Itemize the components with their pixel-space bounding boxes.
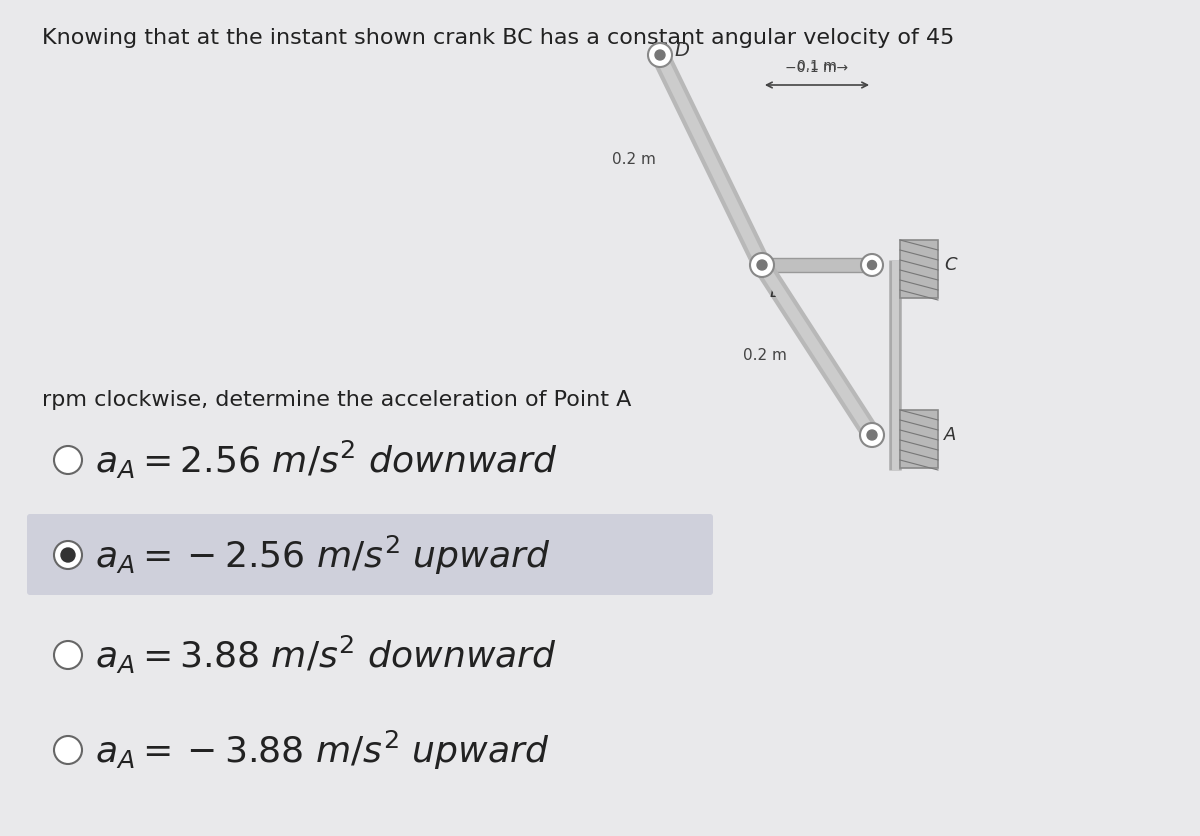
Text: C: C [944,256,956,274]
Bar [900,410,938,468]
Text: $a_A = 3.88\ m/s^2\ \mathit{downward}$: $a_A = 3.88\ m/s^2\ \mathit{downward}$ [95,634,557,676]
Text: Knowing that at the instant shown crank BC has a constant angular velocity of 45: Knowing that at the instant shown crank … [42,28,954,48]
Text: D: D [674,42,689,60]
Circle shape [54,641,82,669]
Text: B: B [770,283,782,301]
Circle shape [860,423,884,447]
Text: $a_A = -2.56\ m/s^2\ \mathit{upward}$: $a_A = -2.56\ m/s^2\ \mathit{upward}$ [95,533,551,577]
Text: −0.1 m→: −0.1 m→ [786,61,848,75]
Circle shape [61,548,74,562]
Bar [762,258,872,272]
Circle shape [655,50,665,60]
Circle shape [866,430,877,440]
Circle shape [750,253,774,277]
Text: 0.2 m: 0.2 m [612,152,656,167]
Circle shape [54,736,82,764]
Text: $a_A = -3.88\ m/s^2\ \mathit{upward}$: $a_A = -3.88\ m/s^2\ \mathit{upward}$ [95,728,550,772]
Circle shape [757,260,767,270]
FancyBboxPatch shape [28,514,713,595]
Text: $a_A = 2.56\ m/s^2\ \mathit{downward}$: $a_A = 2.56\ m/s^2\ \mathit{downward}$ [95,439,558,481]
Text: 0.2 m: 0.2 m [743,348,787,363]
Circle shape [54,446,82,474]
Circle shape [54,541,82,569]
Bar [900,240,938,298]
Text: rpm clockwise, determine the acceleration of Point A: rpm clockwise, determine the acceleratio… [42,390,631,410]
Text: 0.1 m: 0.1 m [797,59,836,73]
Text: A: A [944,426,956,444]
Circle shape [868,261,876,269]
Circle shape [648,43,672,67]
Circle shape [862,254,883,276]
